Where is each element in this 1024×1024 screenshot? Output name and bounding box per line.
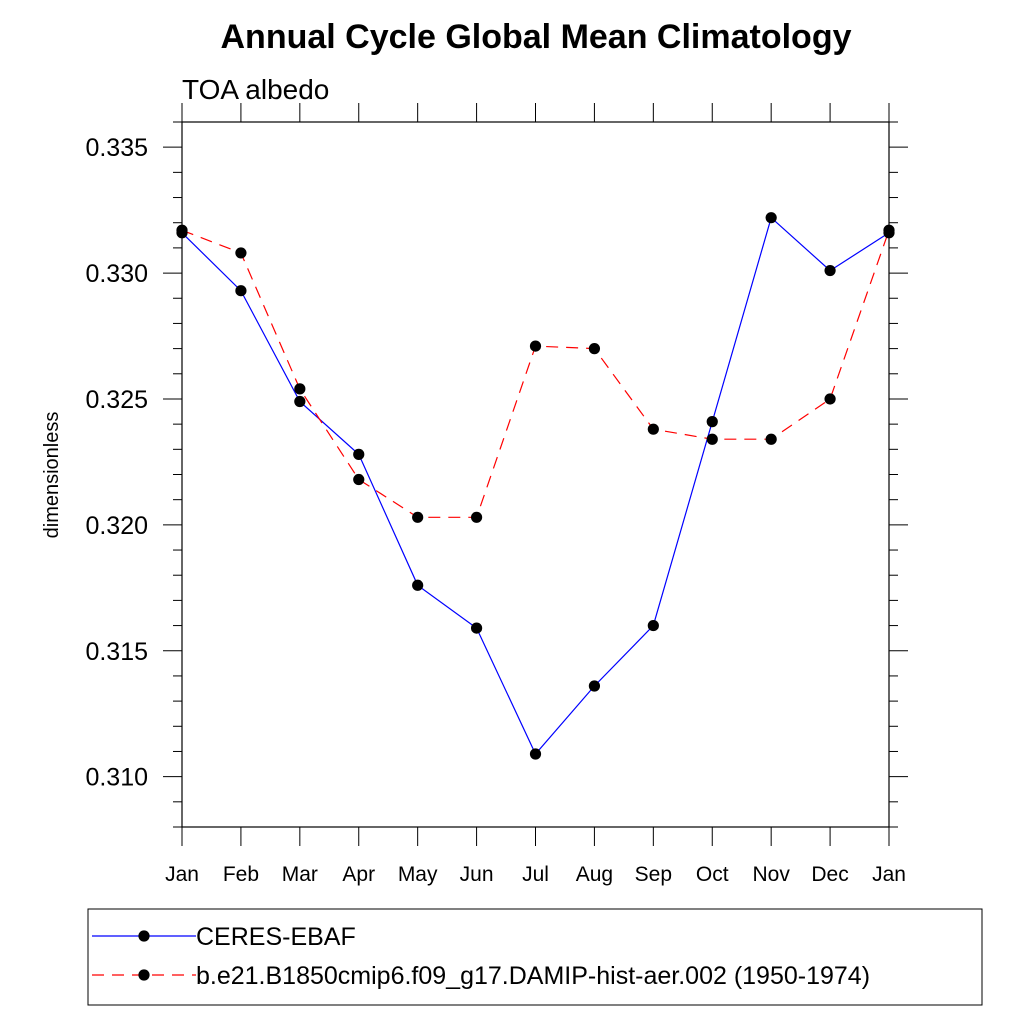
series-line-2 (181, 229, 890, 518)
series-1-point (824, 264, 836, 277)
x-tick-label: Aug (576, 863, 613, 886)
legend-box (87, 908, 983, 1006)
y-tick-label: 0.310 (85, 764, 148, 792)
series-2-point (529, 340, 542, 352)
series-1-point (412, 579, 424, 591)
series-2-point (647, 423, 659, 435)
x-tick-label: Apr (342, 863, 375, 886)
series-1-point (588, 680, 601, 692)
legend-marker-2 (138, 969, 150, 981)
series-1-point (353, 448, 365, 460)
series-1-point (470, 622, 483, 634)
series-1-point (235, 285, 247, 297)
series-2-point (235, 247, 247, 259)
x-tick-label: Jan (165, 863, 199, 886)
plot-axes: 0.310 0.315 0.320 0.325 0.330 0.335 Jan Feb Mar A… (85, 103, 908, 886)
x-tick-label: Mar (282, 863, 318, 886)
chart-title: Annual Cycle Global Mean Climatology (221, 18, 852, 56)
chart-subtitle: TOA albedo (182, 74, 329, 105)
series-2-point (176, 224, 188, 236)
series-2-point (294, 383, 306, 395)
x-tick-label: Oct (696, 863, 729, 886)
y-tick-label: 0.335 (85, 134, 148, 162)
x-tick-label: May (398, 863, 438, 886)
x-tick-label: Sep (635, 863, 672, 886)
series-1-point (529, 748, 542, 760)
plot-series (176, 212, 895, 760)
legend-label-2: b.e21.B1850cmip6.f09_g17.DAMIP-hist-aer.… (196, 962, 870, 990)
y-tick-label: 0.325 (85, 386, 148, 414)
series-2-point (706, 433, 718, 445)
series-line-1 (181, 216, 890, 756)
legend-label-1: CERES-EBAF (196, 923, 356, 951)
x-tick-label: Jun (460, 863, 494, 886)
y-axis-label: dimensionless (41, 412, 63, 539)
series-2-point (824, 393, 836, 405)
series-2-point (412, 511, 424, 523)
series-1-point (294, 395, 306, 408)
series-2-point (765, 433, 777, 445)
series-1-point (765, 212, 777, 224)
x-tick-label: Dec (811, 863, 848, 886)
series-1-point (647, 619, 659, 632)
legend-marker-1 (138, 930, 150, 942)
series-1-point (706, 416, 718, 428)
x-tick-label: Nov (752, 863, 790, 886)
series-2-point (470, 511, 483, 523)
series-2-point (353, 473, 365, 486)
x-tick-label: Feb (223, 863, 259, 886)
series-2-point (588, 343, 601, 355)
y-tick-label: 0.330 (85, 260, 148, 288)
x-tick-label: Jan (872, 863, 906, 886)
legend: CERES-EBAF b.e21.B1850cmip6.f09_g17.DAMIP… (92, 923, 870, 990)
y-tick-label: 0.315 (85, 638, 148, 666)
series-2-point (883, 224, 895, 236)
y-tick-label: 0.320 (85, 512, 148, 540)
x-tick-label: Jul (522, 863, 549, 886)
